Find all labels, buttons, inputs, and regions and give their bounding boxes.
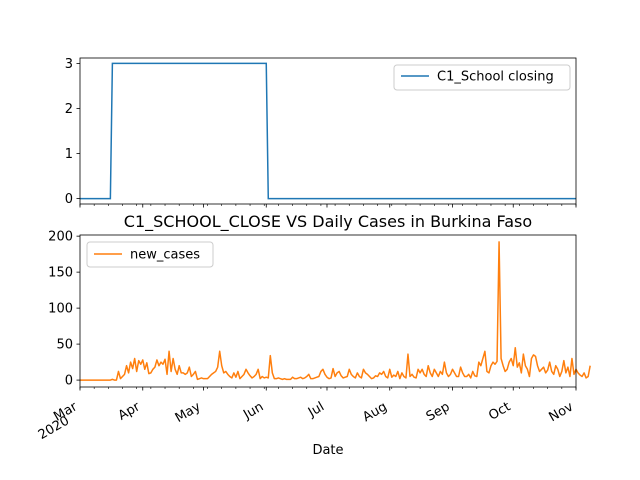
x-axis-label: Date [312, 443, 343, 458]
bottom-legend-label: new_cases [130, 248, 200, 263]
top-y-tick-label: 1 [65, 147, 73, 162]
bottom-series-group [80, 241, 591, 381]
top-axes: 0 1 2 3 [65, 57, 577, 208]
bottom-chart-title: C1_SCHOOL_CLOSE VS Daily Cases in Burkin… [124, 212, 532, 232]
bottom-y-tick-label: 100 [48, 302, 73, 317]
bottom-legend-box [86, 241, 214, 268]
top-legend-label: C1_School closing [437, 70, 554, 85]
bottom-legend: new_cases [86, 241, 214, 268]
top-series-line [80, 62, 576, 200]
bottom-y-tick-label: 200 [48, 230, 73, 245]
bottom-y-tick-label: 50 [56, 338, 73, 353]
top-y-tick-label: 3 [65, 57, 73, 72]
bottom-y-tick-label: 0 [65, 374, 73, 389]
bottom-series-line [80, 241, 591, 381]
bottom-x-tick-label: Jul [305, 399, 327, 420]
bottom-y-tick-label: 150 [48, 266, 73, 281]
top-y-tick-label: 0 [65, 192, 73, 207]
top-y-tick-label: 2 [65, 102, 73, 117]
top-axes-frame [79, 57, 577, 205]
top-series-group [80, 62, 576, 200]
bottom-axes-frame [79, 234, 577, 388]
top-legend: C1_School closing [393, 64, 571, 91]
top-legend-box [393, 64, 571, 91]
top-panel: 0 1 2 3 C1_School closing [65, 57, 577, 208]
